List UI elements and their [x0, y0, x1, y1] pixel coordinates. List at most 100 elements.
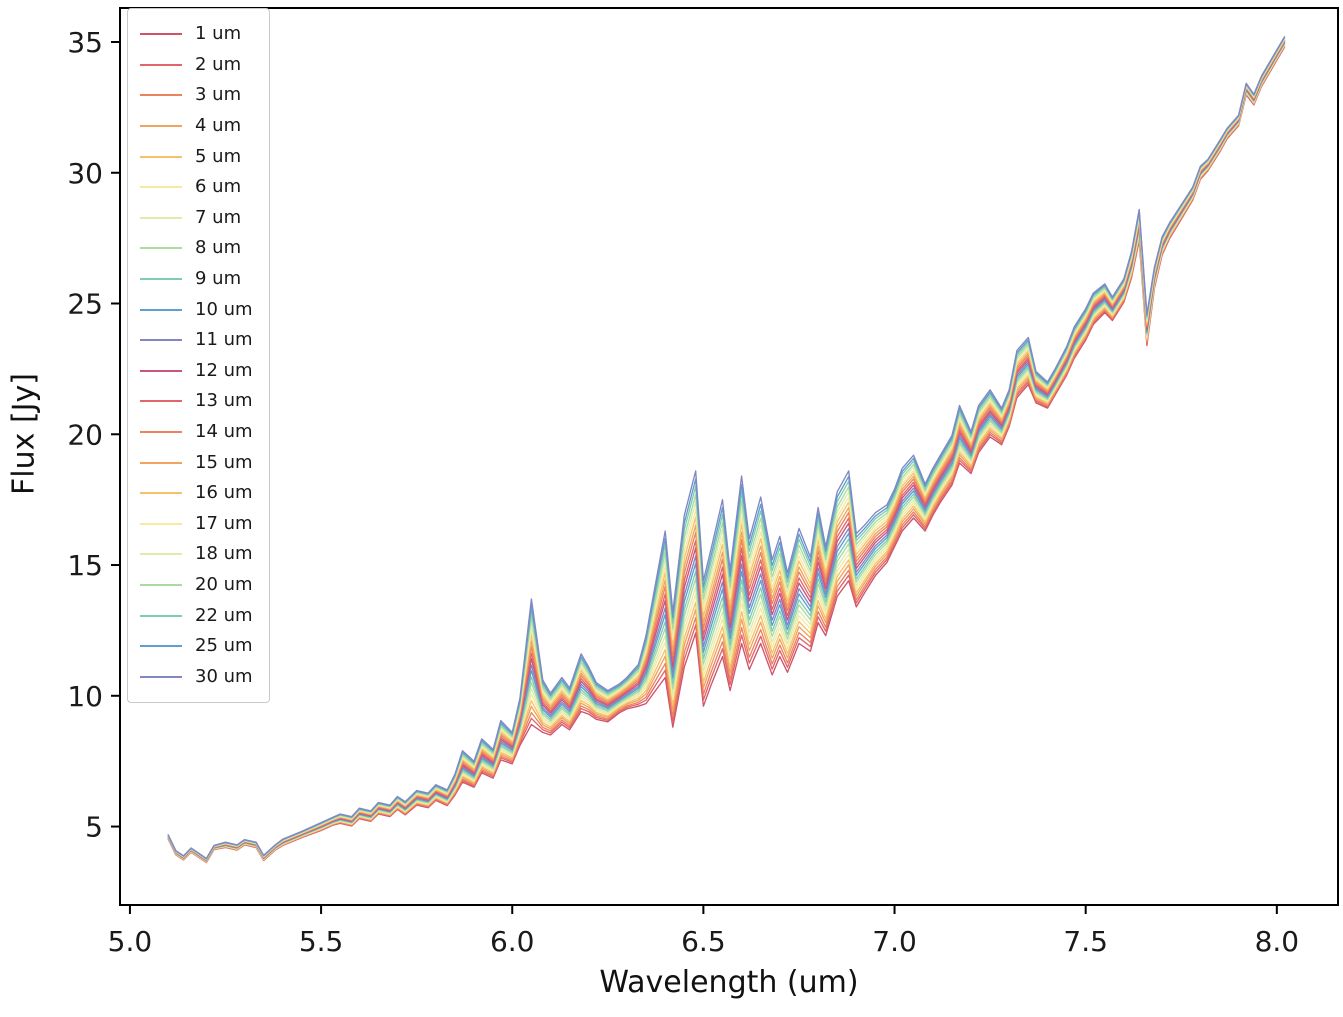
- legend-label: 13 um: [195, 390, 253, 412]
- y-tick-label: 15: [67, 549, 103, 582]
- legend-line-swatch: [140, 583, 182, 586]
- legend-label: 14 um: [195, 421, 253, 443]
- legend-item: 6 um: [140, 172, 253, 203]
- legend-label: 22 um: [195, 604, 253, 626]
- legend-label: 20 um: [195, 573, 253, 595]
- legend-line-swatch: [140, 278, 182, 281]
- y-axis-label: Flux [Jy]: [6, 373, 42, 495]
- legend-item: 20 um: [140, 570, 253, 601]
- x-tick-label: 5.5: [299, 925, 344, 958]
- series-line-1-um: [167, 46, 1286, 864]
- x-tick-label: 8.0: [1255, 925, 1300, 958]
- legend-line-swatch: [140, 553, 182, 556]
- legend-item: 18 um: [140, 539, 253, 570]
- legend-label: 4 um: [195, 115, 242, 137]
- y-tick-label: 30: [67, 157, 103, 190]
- legend-line-swatch: [140, 33, 182, 36]
- series-line-20-um: [167, 37, 1286, 860]
- series-line-25-um: [167, 36, 1286, 860]
- legend-item: 12 um: [140, 356, 253, 387]
- series-line-11-um: [167, 41, 1286, 862]
- legend-item: 30 um: [140, 661, 253, 692]
- y-tick-label: 25: [67, 288, 103, 321]
- legend-item: 3 um: [140, 80, 253, 111]
- series-line-10-um: [167, 42, 1286, 862]
- legend-label: 25 um: [195, 635, 253, 657]
- series-line-15-um: [167, 39, 1286, 861]
- legend-item: 11 um: [140, 325, 253, 356]
- legend-label: 11 um: [195, 329, 253, 351]
- legend-item: 4 um: [140, 111, 253, 142]
- legend-line-swatch: [140, 369, 182, 372]
- legend-item: 14 um: [140, 417, 253, 448]
- legend-line-swatch: [140, 431, 182, 434]
- legend-line-swatch: [140, 675, 182, 678]
- legend-item: 13 um: [140, 386, 253, 417]
- x-tick-label: 6.5: [681, 925, 726, 958]
- series-line-17-um: [167, 38, 1286, 861]
- legend-line-swatch: [140, 125, 182, 128]
- legend-item: 25 um: [140, 631, 253, 662]
- series-line-2-um: [167, 46, 1286, 864]
- legend-label: 30 um: [195, 665, 253, 687]
- legend-item: 2 um: [140, 50, 253, 81]
- y-tick-label: 5: [85, 811, 103, 844]
- legend-item: 8 um: [140, 233, 253, 264]
- legend-line-swatch: [140, 247, 182, 250]
- legend-line-swatch: [140, 216, 182, 219]
- legend-label: 12 um: [195, 359, 253, 381]
- legend-label: 9 um: [195, 268, 242, 290]
- x-axis-label: Wavelength (um): [599, 965, 859, 1000]
- series-line-18-um: [167, 38, 1286, 860]
- legend-item: 1 um: [140, 19, 253, 50]
- series-line-12-um: [167, 41, 1286, 862]
- legend: 1 um 2 um 3 um 4 um 5 um 6 um 7 um 8 um 9 um 10 u…: [127, 8, 270, 704]
- legend-label: 8 um: [195, 237, 242, 259]
- legend-item: 17 um: [140, 509, 253, 540]
- legend-label: 6 um: [195, 176, 242, 198]
- legend-item: 16 um: [140, 478, 253, 509]
- legend-label: 17 um: [195, 512, 253, 534]
- legend-line-swatch: [140, 614, 182, 617]
- series-line-22-um: [167, 37, 1286, 860]
- series-line-7-um: [167, 43, 1286, 863]
- legend-label: 1 um: [195, 23, 242, 45]
- legend-line-swatch: [140, 186, 182, 189]
- plot-frame: [119, 7, 1339, 906]
- legend-item: 22 um: [140, 600, 253, 631]
- x-tick-label: 7.0: [872, 925, 917, 958]
- series-line-6-um: [167, 44, 1286, 863]
- legend-line-swatch: [140, 400, 182, 403]
- series-line-3-um: [167, 45, 1286, 863]
- legend-label: 5 um: [195, 145, 242, 167]
- series-line-9-um: [167, 42, 1286, 862]
- legend-line-swatch: [140, 94, 182, 97]
- legend-line-swatch: [140, 461, 182, 464]
- x-tick-label: 6.0: [490, 925, 535, 958]
- y-tick-label: 10: [67, 680, 103, 713]
- legend-item: 5 um: [140, 141, 253, 172]
- series-line-30-um: [167, 36, 1286, 860]
- legend-label: 10 um: [195, 298, 253, 320]
- legend-item: 7 um: [140, 203, 253, 234]
- legend-item: 10 um: [140, 294, 253, 325]
- legend-label: 16 um: [195, 482, 253, 504]
- legend-line-swatch: [140, 339, 182, 342]
- x-tick-label: 7.5: [1063, 925, 1108, 958]
- y-tick-label: 35: [67, 26, 103, 59]
- legend-line-swatch: [140, 155, 182, 158]
- legend-line-swatch: [140, 522, 182, 525]
- series-line-4-um: [167, 45, 1286, 863]
- legend-line-swatch: [140, 308, 182, 311]
- series-line-14-um: [167, 40, 1286, 861]
- series-line-13-um: [167, 40, 1286, 861]
- legend-item: 15 um: [140, 447, 253, 478]
- legend-label: 15 um: [195, 451, 253, 473]
- series-line-5-um: [167, 44, 1286, 863]
- legend-line-swatch: [140, 63, 182, 66]
- series-line-16-um: [167, 39, 1286, 861]
- y-tick-label: 20: [67, 418, 103, 451]
- legend-label: 3 um: [195, 84, 242, 106]
